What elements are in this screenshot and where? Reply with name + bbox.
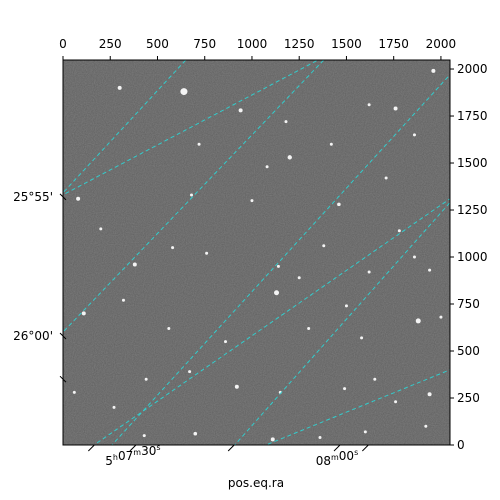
plot-area — [62, 59, 451, 446]
dec-minor-tick — [59, 375, 67, 383]
star — [99, 227, 103, 231]
ra-minor-tick — [361, 444, 369, 452]
star — [132, 262, 137, 267]
star — [72, 390, 76, 394]
dec-tick-label: 25°55' — [13, 190, 53, 204]
star — [329, 142, 333, 146]
star — [193, 431, 198, 436]
star — [121, 298, 125, 302]
dec-grid-line — [234, 202, 450, 445]
x-axis-label: pos.eq.ra — [228, 476, 284, 490]
star — [344, 304, 348, 308]
right-pixel-axis: 0 250 500 750 1000 1250 1500 1750 2000 — [450, 62, 488, 452]
y-tick-label: 750 — [457, 297, 480, 311]
star — [265, 165, 269, 169]
ra-grid-line — [264, 369, 450, 445]
star — [197, 142, 201, 146]
star — [270, 437, 275, 442]
image-noise — [63, 60, 450, 445]
x-tick-label: 500 — [146, 37, 169, 51]
star — [393, 106, 398, 111]
star — [412, 133, 416, 137]
coordinate-grid — [63, 60, 450, 445]
y-tick-label: 0 — [457, 438, 465, 452]
star — [394, 400, 398, 404]
star — [360, 336, 364, 340]
star — [224, 340, 228, 344]
y-tick-label: 2000 — [457, 62, 488, 76]
y-tick-label: 250 — [457, 391, 480, 405]
star — [428, 268, 432, 272]
star — [373, 377, 377, 381]
dec-tick-mark — [59, 332, 67, 340]
star — [287, 155, 292, 160]
star — [343, 387, 347, 391]
x-tick-label: 1000 — [237, 37, 268, 51]
stars-layer — [72, 68, 443, 442]
star — [284, 120, 288, 124]
y-tick-label: 1500 — [457, 156, 488, 170]
dec-tick-label: 26°00' — [13, 329, 53, 343]
star — [367, 103, 371, 107]
dec-grid-line — [63, 60, 187, 194]
star — [112, 405, 116, 409]
star — [322, 244, 326, 248]
ra-grid-line — [63, 60, 325, 333]
star — [367, 270, 371, 274]
star — [363, 430, 367, 434]
star — [427, 392, 432, 397]
star — [274, 290, 280, 296]
x-tick-label: 1750 — [378, 37, 409, 51]
dec-grid-line — [93, 198, 450, 445]
dec-tick-mark — [59, 193, 67, 201]
top-pixel-axis: 0 250 500 750 1000 1250 1500 1750 2000 — [59, 37, 456, 60]
bottom-ra-axis: 5h07m30s 08m00s — [87, 443, 369, 468]
star — [117, 85, 122, 90]
star — [188, 370, 192, 374]
star — [167, 326, 171, 330]
ra-tick-label: 5h07m30s — [105, 443, 160, 468]
star — [234, 384, 239, 389]
star — [205, 251, 209, 255]
star — [250, 199, 254, 203]
star — [142, 434, 146, 438]
ra-tick-mark — [333, 444, 341, 452]
y-tick-label: 500 — [457, 344, 480, 358]
star — [76, 196, 81, 201]
star — [81, 311, 86, 316]
star — [384, 176, 388, 180]
x-tick-label: 0 — [59, 37, 67, 51]
y-tick-label: 1000 — [457, 250, 488, 264]
star — [189, 193, 193, 197]
x-tick-label: 1250 — [284, 37, 315, 51]
x-tick-label: 250 — [99, 37, 122, 51]
star — [318, 435, 322, 439]
star — [307, 326, 311, 330]
x-tick-label: 2000 — [426, 37, 457, 51]
plot-frame — [62, 59, 451, 446]
star — [412, 255, 416, 259]
x-tick-label: 750 — [193, 37, 216, 51]
star — [180, 88, 188, 96]
star — [397, 229, 401, 233]
star — [431, 68, 436, 73]
star — [424, 424, 428, 428]
left-dec-axis: 25°55' 26°00' — [13, 190, 67, 383]
star — [439, 315, 443, 319]
star — [337, 202, 341, 207]
star — [238, 108, 243, 113]
ra-minor-tick — [87, 444, 95, 452]
ra-tick-mark — [129, 444, 137, 452]
star — [415, 318, 421, 324]
y-tick-label: 1750 — [457, 109, 488, 123]
star — [144, 377, 148, 381]
x-tick-label: 1500 — [331, 37, 362, 51]
star — [171, 246, 175, 250]
ra-minor-tick — [227, 444, 235, 452]
star — [297, 276, 301, 280]
y-tick-label: 1250 — [457, 203, 488, 217]
ra-tick-label: 08m00s — [316, 448, 359, 468]
star — [276, 264, 280, 268]
